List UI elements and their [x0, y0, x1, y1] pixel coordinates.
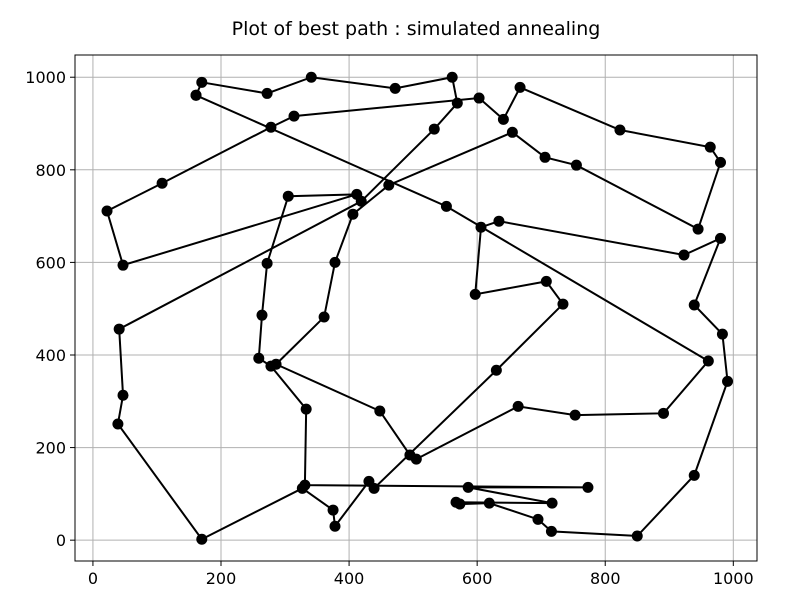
point-marker: [446, 71, 458, 83]
point-marker: [288, 110, 300, 122]
x-tick-label: 600: [462, 569, 493, 588]
x-tick-label: 400: [334, 569, 365, 588]
point-marker: [702, 355, 714, 367]
point-marker: [327, 504, 339, 516]
point-marker: [410, 453, 422, 465]
point-marker: [190, 89, 202, 101]
point-marker: [658, 407, 670, 419]
point-marker: [389, 82, 401, 94]
point-marker: [451, 97, 463, 109]
y-tick-label: 400: [35, 346, 66, 365]
point-marker: [475, 221, 487, 233]
point-marker: [450, 496, 462, 508]
point-marker: [368, 482, 380, 494]
point-marker: [196, 533, 208, 545]
point-marker: [265, 121, 277, 133]
point-marker: [300, 403, 312, 415]
point-marker: [506, 126, 518, 138]
point-marker: [490, 364, 502, 376]
point-marker: [539, 151, 551, 163]
point-marker: [569, 409, 581, 421]
point-marker: [714, 232, 726, 244]
point-marker: [256, 309, 268, 321]
point-marker: [440, 200, 452, 212]
point-marker: [582, 481, 594, 493]
point-marker: [532, 513, 544, 525]
y-tick-label: 800: [35, 161, 66, 180]
point-marker: [374, 405, 386, 417]
point-marker: [545, 525, 557, 537]
point-marker: [101, 205, 113, 217]
point-marker: [540, 275, 552, 287]
point-marker: [383, 179, 395, 191]
point-marker: [514, 81, 526, 93]
point-marker: [428, 123, 440, 135]
x-tick-label: 0: [88, 569, 98, 588]
point-marker: [196, 76, 208, 88]
point-marker: [156, 177, 168, 189]
point-marker: [253, 352, 265, 364]
point-marker: [678, 249, 690, 261]
path-line: [105, 76, 729, 541]
chart-title: Plot of best path : simulated annealing: [232, 18, 601, 40]
point-marker: [329, 256, 341, 268]
plot-frame: [74, 54, 758, 562]
point-marker: [557, 298, 569, 310]
point-marker: [716, 328, 728, 340]
point-marker: [351, 188, 363, 200]
y-tick-label: 0: [56, 531, 66, 550]
point-marker: [318, 311, 330, 323]
point-marker: [704, 141, 716, 153]
point-marker: [546, 497, 558, 509]
point-marker: [722, 375, 734, 387]
point-marker: [261, 87, 273, 99]
point-marker: [493, 215, 505, 227]
point-marker: [483, 497, 495, 509]
point-marker: [497, 113, 509, 125]
x-tick-label: 1000: [713, 569, 754, 588]
point-marker: [688, 469, 700, 481]
y-tick-label: 200: [35, 439, 66, 458]
point-marker: [117, 389, 129, 401]
point-marker: [714, 156, 726, 168]
point-marker: [270, 358, 282, 370]
point-marker: [614, 124, 626, 136]
point-marker: [347, 208, 359, 220]
point-marker: [329, 520, 341, 532]
point-marker: [305, 71, 317, 83]
point-marker: [692, 223, 704, 235]
point-marker: [261, 257, 273, 269]
point-marker: [473, 92, 485, 104]
point-marker: [462, 481, 474, 493]
point-marker: [282, 190, 294, 202]
y-tick-label: 1000: [25, 68, 66, 87]
point-marker: [570, 159, 582, 171]
point-marker: [469, 288, 481, 300]
y-tick-label: 600: [35, 253, 66, 272]
point-marker: [117, 259, 129, 271]
point-marker: [631, 530, 643, 542]
point-marker: [112, 418, 124, 430]
point-marker: [299, 479, 311, 491]
x-tick-label: 200: [206, 569, 237, 588]
point-marker: [512, 400, 524, 412]
point-marker: [688, 299, 700, 311]
x-tick-label: 800: [590, 569, 621, 588]
point-marker: [113, 323, 125, 335]
